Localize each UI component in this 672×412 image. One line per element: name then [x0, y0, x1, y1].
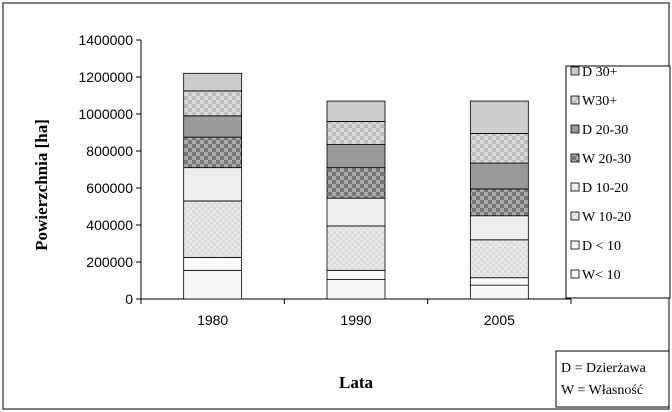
bar-segment	[326, 144, 386, 169]
legend-label: D 20-30	[582, 123, 628, 138]
bar-segment	[469, 215, 529, 241]
legend: D 30+ W30+ D 20-30 W 20-30 D 10-20 W 10-20 D <…	[570, 65, 631, 283]
bar-segment	[469, 239, 529, 279]
legend-swatch	[570, 124, 580, 134]
x-tick-label: 2005	[484, 312, 515, 328]
bar-segment	[183, 200, 243, 258]
bar-segment	[326, 167, 386, 199]
bar-segment	[326, 197, 386, 227]
bar-segment	[326, 121, 386, 145]
y-tick-label: 400000	[86, 217, 133, 233]
legend-label: D < 10	[582, 239, 621, 254]
y-tick-label: 800000	[86, 143, 133, 159]
bar-segment	[469, 133, 529, 164]
legend-swatch	[570, 269, 580, 279]
y-axis-label: Powierzchnia [ha]	[32, 119, 51, 251]
annotation-box	[555, 350, 670, 408]
bar-segment	[183, 256, 243, 271]
bar-segment	[183, 136, 243, 169]
bar-segment	[326, 225, 386, 271]
bar-segment	[183, 167, 243, 202]
bar-segment	[326, 100, 386, 122]
x-tick-label: 1990	[340, 312, 371, 328]
bar-segment	[326, 269, 386, 280]
legend-label: W< 10	[582, 268, 621, 283]
legend-swatch	[570, 211, 580, 221]
annotation-line-1: D = Dzierżawa	[561, 361, 647, 376]
y-tick-label: 600000	[86, 180, 133, 196]
legend-swatch	[570, 153, 580, 163]
bar-segment	[183, 90, 243, 117]
annotation-line-2: W = Własność	[561, 383, 643, 398]
legend-label: W 20-30	[582, 152, 631, 167]
bars	[183, 72, 529, 300]
bar-segment	[469, 188, 529, 217]
bar-segment	[469, 277, 529, 286]
bar-segment	[183, 269, 243, 300]
bar-segment	[183, 72, 243, 92]
legend-swatch	[570, 240, 580, 250]
y-tick-label: 0	[125, 291, 133, 307]
legend-swatch	[570, 95, 580, 105]
y-tick-label: 1400000	[78, 32, 133, 48]
legend-label: W 10-20	[582, 210, 631, 225]
legend-swatch	[570, 66, 580, 76]
bar-segment	[183, 115, 243, 138]
y-tick-label: 1200000	[78, 69, 133, 85]
y-tick-label: 200000	[86, 254, 133, 270]
legend-swatch	[570, 182, 580, 192]
y-axis: 0 200000 400000 600000 800000 1000000 1200000 1…	[78, 32, 142, 307]
bar-segment	[469, 284, 529, 300]
legend-label: D 30+	[582, 65, 618, 80]
legend-label: D 10-20	[582, 181, 628, 196]
y-tick-label: 1000000	[78, 106, 133, 122]
bar-segment	[469, 100, 529, 134]
bar-segment	[469, 162, 529, 190]
x-tick-label: 1980	[197, 312, 228, 328]
legend-label: W30+	[582, 94, 617, 109]
bar-segment	[326, 279, 386, 300]
x-axis-label: Lata	[339, 373, 374, 392]
legend-box	[565, 65, 671, 299]
